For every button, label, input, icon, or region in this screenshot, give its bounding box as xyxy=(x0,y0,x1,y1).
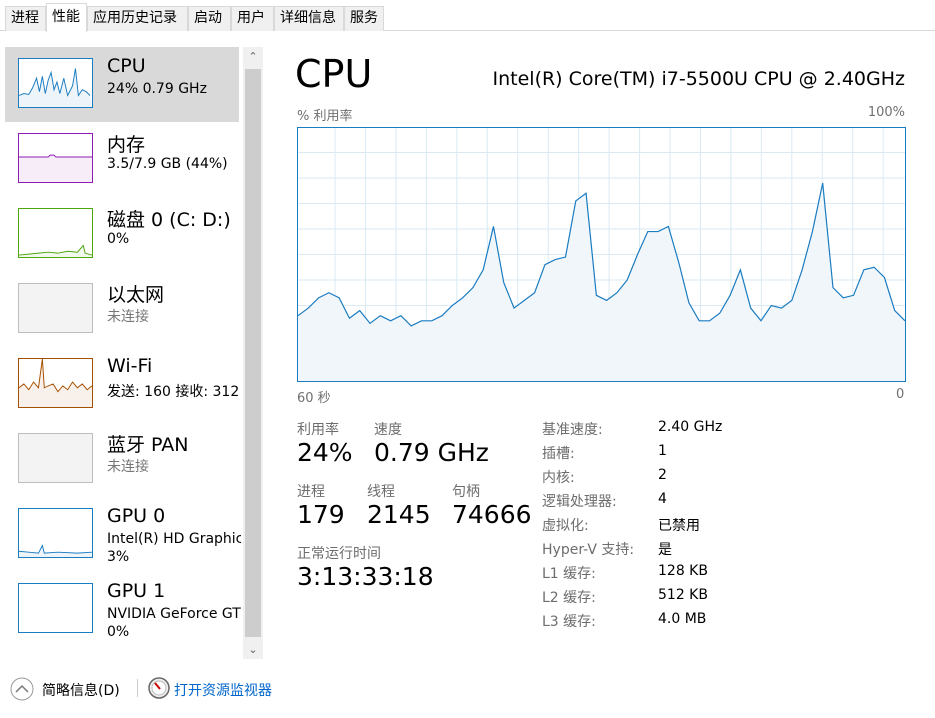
spec-value: 是 xyxy=(658,542,672,558)
thumbnail-graph xyxy=(18,208,93,258)
tab-3[interactable]: 启动 xyxy=(188,6,231,31)
scroll-up-icon[interactable]: ⌃ xyxy=(248,50,258,63)
thumbnail-graph xyxy=(18,283,93,333)
scrollbar-thumb[interactable] xyxy=(245,69,261,637)
sidebar-item-1[interactable]: 内存 3.5/7.9 GB (44%) xyxy=(5,122,239,197)
spec-label: L1 缓存: xyxy=(542,566,596,582)
spec-value: 128 KB xyxy=(658,563,708,579)
spec-label: 虚拟化: xyxy=(542,518,589,534)
sidebar-item-7[interactable]: GPU 1 NVIDIA GeForce GTX 0% xyxy=(5,572,241,647)
spec-label: 内核: xyxy=(542,470,575,486)
sidebar-item-name: GPU 1 xyxy=(107,580,166,602)
tab-6[interactable]: 服务 xyxy=(344,6,384,31)
sidebar-item-sub: 3.5/7.9 GB (44%) xyxy=(107,156,228,172)
sidebar-item-sub: Intel(R) HD Graphics xyxy=(107,531,241,547)
tab-bar: 进程 性能 应用历史记录 启动 用户 详细信息 服务 xyxy=(0,0,935,32)
spec-value: 4 xyxy=(658,491,667,507)
spec-value: 512 KB xyxy=(658,587,708,603)
uptime-value: 3:13:33:18 xyxy=(297,562,434,591)
sidebar-item-5[interactable]: 蓝牙 PAN 未连接 xyxy=(5,422,239,497)
thumbnail-graph xyxy=(18,508,93,558)
thumbnail-graph xyxy=(18,433,93,483)
thumbnail-graph xyxy=(18,133,93,183)
resource-monitor-icon xyxy=(148,677,170,699)
tab-5[interactable]: 详细信息 xyxy=(274,6,344,31)
sidebar-item-0[interactable]: CPU 24% 0.79 GHz xyxy=(5,47,239,122)
utilization-label: 利用率 xyxy=(297,422,339,438)
cpu-usage-chart xyxy=(297,127,906,382)
sidebar-item-name: GPU 0 xyxy=(107,505,166,527)
tab-2[interactable]: 应用历史记录 xyxy=(87,6,188,31)
thumbnail-graph xyxy=(18,583,93,633)
spec-label: L3 缓存: xyxy=(542,614,596,630)
series-area xyxy=(298,183,905,382)
open-resource-monitor-link[interactable]: 打开资源监视器 xyxy=(174,683,272,699)
sidebar-item-3[interactable]: 以太网 未连接 xyxy=(5,272,239,347)
sidebar-item-name: 以太网 xyxy=(107,284,165,306)
sidebar-item-sub: 未连接 xyxy=(107,459,149,475)
tab-0[interactable]: 进程 xyxy=(5,6,46,31)
scroll-down-icon[interactable]: ⌄ xyxy=(248,643,258,656)
tab-1[interactable]: 性能 xyxy=(46,3,87,32)
uptime-label: 正常运行时间 xyxy=(297,546,381,562)
sidebar-item-name: CPU xyxy=(107,55,146,77)
handles-label: 句柄 xyxy=(452,484,480,500)
sidebar-item-sub: 未连接 xyxy=(107,309,149,325)
spec-label: 逻辑处理器: xyxy=(542,494,617,510)
sidebar-item-name: 磁盘 0 (C: D:) xyxy=(107,209,231,231)
sidebar-item-usage: 3% xyxy=(107,549,130,565)
spec-label: Hyper-V 支持: xyxy=(542,542,635,558)
sidebar-item-sub: 24% 0.79 GHz xyxy=(107,81,207,97)
sidebar-item-sub: 0% xyxy=(107,231,130,247)
spec-value: 2 xyxy=(658,467,667,483)
fewer-details-button[interactable]: 简略信息(D) xyxy=(42,683,120,699)
threads-label: 线程 xyxy=(367,484,395,500)
spec-label: L2 缓存: xyxy=(542,590,596,606)
thumbnail-graph xyxy=(18,358,93,408)
sidebar-item-sub: 发送: 160 接收: 312 xyxy=(107,384,240,400)
cpu-model: Intel(R) Core(TM) i7-5500U CPU @ 2.40GHz xyxy=(492,68,906,90)
sidebar-item-name: Wi-Fi xyxy=(107,355,153,377)
page-title: CPU xyxy=(295,52,373,96)
utilization-value: 24% xyxy=(297,438,353,467)
spec-value: 2.40 GHz xyxy=(658,419,723,435)
speed-value: 0.79 GHz xyxy=(374,438,489,467)
speed-label: 速度 xyxy=(374,422,402,438)
processes-value: 179 xyxy=(297,500,345,529)
sidebar-item-sub: NVIDIA GeForce GTX xyxy=(107,606,241,622)
sidebar-item-name: 蓝牙 PAN xyxy=(107,434,189,456)
x-right-label: 0 xyxy=(896,387,905,402)
tab-4[interactable]: 用户 xyxy=(231,6,274,31)
spec-value: 已禁用 xyxy=(658,518,700,534)
spec-value: 1 xyxy=(658,443,667,459)
y-max-label: 100% xyxy=(867,105,905,120)
footer: 简略信息(D) 打开资源监视器 xyxy=(0,672,935,706)
sidebar-scrollbar[interactable]: ⌃ ⌄ xyxy=(243,47,263,659)
handles-value: 74666 xyxy=(452,500,532,529)
sidebar-item-usage: 0% xyxy=(107,624,130,640)
chart-border xyxy=(297,127,906,382)
sidebar-item-name: 内存 xyxy=(107,134,146,156)
sidebar-item-6[interactable]: GPU 0 Intel(R) HD Graphics 3% xyxy=(5,497,241,572)
chevron-up-circle-icon[interactable] xyxy=(10,677,34,701)
sidebar-item-4[interactable]: Wi-Fi 发送: 160 接收: 312 xyxy=(5,347,239,422)
spec-label: 基准速度: xyxy=(542,422,603,438)
y-axis-label: % 利用率 xyxy=(297,109,353,124)
threads-value: 2145 xyxy=(367,500,431,529)
processes-label: 进程 xyxy=(297,484,325,500)
spec-value: 4.0 MB xyxy=(658,611,707,627)
x-left-label: 60 秒 xyxy=(297,391,331,406)
divider xyxy=(137,679,138,697)
sidebar-item-2[interactable]: 磁盘 0 (C: D:) 0% xyxy=(5,197,239,272)
spec-label: 插槽: xyxy=(542,446,575,462)
series-line xyxy=(297,182,906,327)
thumbnail-graph xyxy=(18,58,93,108)
